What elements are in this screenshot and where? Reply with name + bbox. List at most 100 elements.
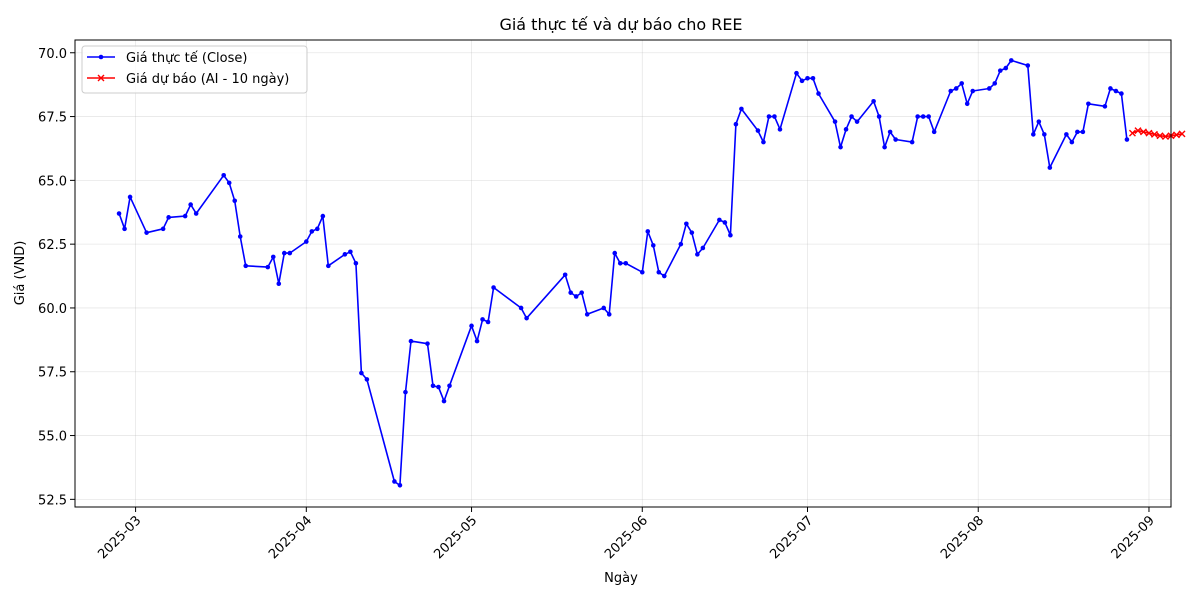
data-point bbox=[1173, 131, 1181, 139]
data-point bbox=[304, 239, 309, 244]
data-point bbox=[931, 129, 937, 135]
data-point bbox=[221, 172, 227, 178]
y-tick-label: 60.0 bbox=[38, 302, 67, 317]
data-point bbox=[728, 232, 733, 238]
data-point bbox=[1113, 88, 1119, 94]
data-point bbox=[281, 250, 287, 256]
data-point bbox=[1145, 129, 1153, 137]
data-point bbox=[348, 249, 353, 255]
y-tick-label: 57.5 bbox=[38, 366, 67, 381]
data-point bbox=[474, 338, 480, 344]
data-point bbox=[243, 263, 249, 269]
y-tick-label: 55.0 bbox=[38, 430, 67, 445]
data-point bbox=[276, 281, 282, 287]
data-point bbox=[403, 389, 408, 395]
data-point bbox=[601, 305, 607, 311]
data-point bbox=[320, 213, 326, 219]
legend-box bbox=[81, 45, 308, 94]
data-point bbox=[1156, 132, 1164, 140]
data-point bbox=[882, 144, 887, 150]
data-point bbox=[645, 229, 651, 234]
data-point bbox=[992, 81, 998, 86]
y-tick-label: 52.5 bbox=[38, 493, 67, 508]
data-point bbox=[650, 243, 656, 248]
data-point bbox=[342, 252, 348, 257]
data-point bbox=[166, 215, 171, 220]
data-point bbox=[353, 260, 359, 266]
data-point bbox=[1080, 129, 1086, 135]
data-point bbox=[854, 119, 860, 124]
data-point bbox=[1102, 104, 1108, 109]
data-point bbox=[766, 114, 772, 119]
data-point bbox=[739, 106, 744, 112]
data-point bbox=[843, 127, 849, 132]
data-point bbox=[964, 101, 970, 107]
legend: Giá thực tế (Close) Giá dự báo (AI - 10 n… bbox=[81, 45, 308, 94]
data-point bbox=[232, 198, 238, 204]
data-point bbox=[469, 323, 474, 329]
data-point bbox=[656, 269, 662, 275]
data-point bbox=[1124, 137, 1130, 142]
data-point bbox=[430, 383, 436, 389]
legend-label: Giá dự báo (AI - 10 ngày) bbox=[126, 72, 289, 87]
x-axis-label: Ngày bbox=[604, 571, 638, 586]
plot-frame bbox=[74, 39, 1172, 508]
data-point bbox=[606, 312, 612, 317]
data-point bbox=[127, 194, 133, 200]
data-point bbox=[573, 294, 579, 299]
data-point bbox=[226, 180, 232, 186]
data-point bbox=[1139, 128, 1147, 136]
data-point bbox=[1178, 130, 1186, 138]
data-point bbox=[617, 260, 623, 266]
data-point bbox=[359, 370, 364, 376]
x-tick-label: 2025-08 bbox=[938, 513, 987, 562]
data-point bbox=[695, 252, 700, 257]
data-point bbox=[579, 290, 584, 295]
data-point bbox=[584, 312, 590, 317]
data-point bbox=[893, 137, 898, 142]
data-point bbox=[733, 121, 739, 127]
data-point bbox=[1128, 129, 1136, 137]
data-point bbox=[717, 217, 722, 223]
data-point bbox=[568, 290, 573, 295]
data-point bbox=[270, 254, 276, 260]
data-point bbox=[1008, 58, 1014, 63]
data-point bbox=[116, 211, 122, 216]
y-axis-label: Giá (VND) bbox=[13, 241, 28, 306]
data-point bbox=[1108, 86, 1113, 91]
y-tick-label: 70.0 bbox=[38, 47, 67, 62]
data-point bbox=[678, 241, 684, 247]
data-point bbox=[832, 119, 838, 124]
data-point bbox=[684, 221, 689, 227]
legend-marker bbox=[97, 74, 105, 82]
data-point bbox=[518, 305, 524, 311]
data-point bbox=[948, 88, 953, 94]
data-point bbox=[986, 86, 992, 91]
legend-marker bbox=[98, 54, 104, 60]
data-point bbox=[612, 250, 618, 256]
series-2 bbox=[1128, 127, 1186, 140]
chart-title: Giá thực tế và dự báo cho REE bbox=[499, 15, 742, 34]
data-point bbox=[1075, 129, 1080, 135]
data-point bbox=[909, 139, 915, 145]
data-point bbox=[1119, 91, 1124, 96]
data-point bbox=[876, 114, 882, 119]
data-point bbox=[816, 91, 821, 96]
data-point bbox=[1036, 119, 1042, 124]
data-point bbox=[997, 68, 1003, 73]
x-tick-label: 2025-09 bbox=[1109, 513, 1158, 562]
x-tick-label: 2025-07 bbox=[767, 513, 816, 562]
legend-label: Giá thực tế (Close) bbox=[126, 51, 247, 66]
data-point bbox=[524, 315, 529, 321]
data-point bbox=[849, 114, 854, 119]
data-point bbox=[1031, 132, 1036, 137]
data-point bbox=[887, 129, 893, 135]
data-point bbox=[562, 272, 568, 278]
data-point bbox=[425, 341, 430, 346]
data-point bbox=[1134, 127, 1142, 135]
data-point bbox=[480, 317, 485, 322]
data-point bbox=[265, 264, 271, 270]
data-point bbox=[144, 230, 149, 235]
